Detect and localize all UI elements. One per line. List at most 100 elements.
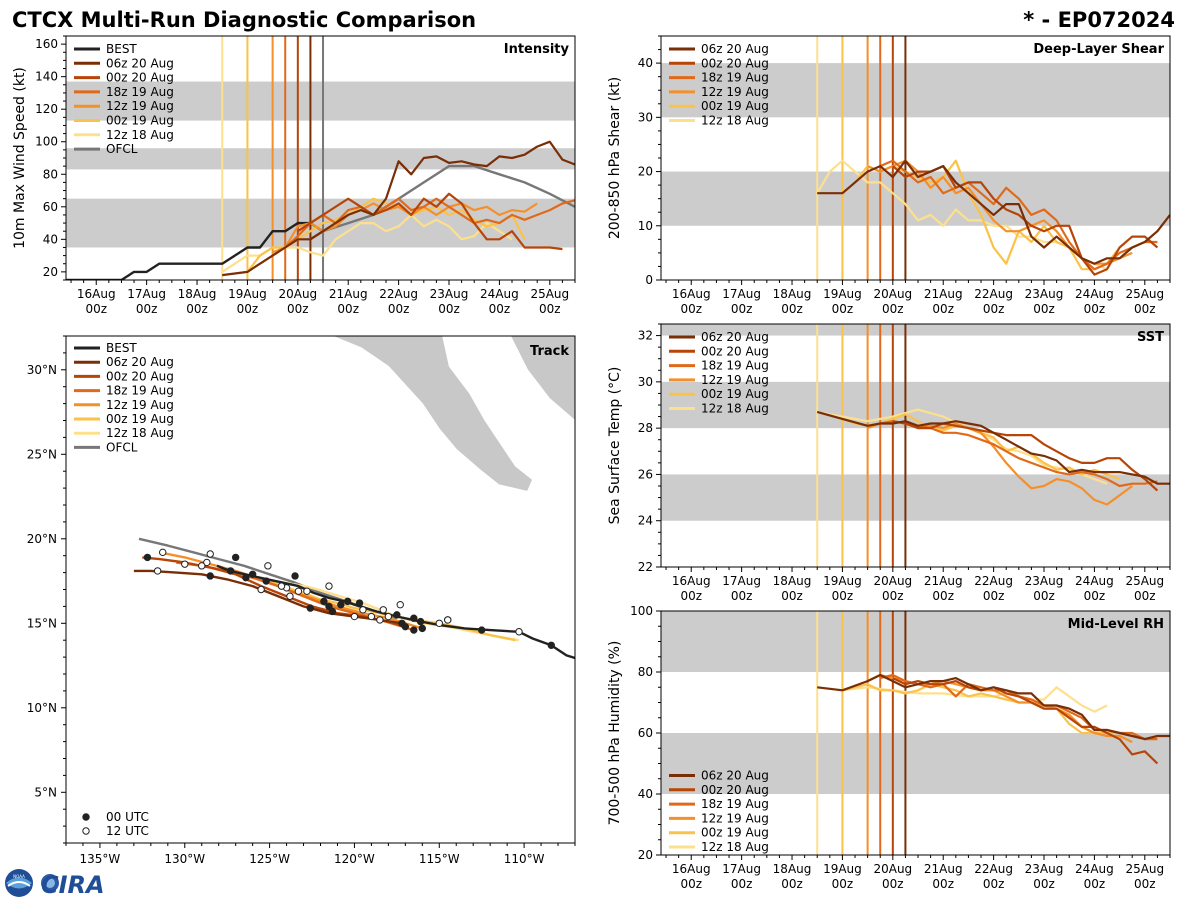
intensity-band-1 (66, 148, 575, 170)
intensity-y-tick-label: 20 (43, 265, 58, 279)
shear-x-tick-hour: 00z (731, 302, 753, 316)
rh-y-tick-label: 40 (638, 787, 653, 801)
intensity-x-tick-day: 24Aug (480, 287, 519, 301)
intensity-x-tick-hour: 00z (186, 302, 208, 316)
intensity-x-tick-hour: 00z (539, 302, 561, 316)
sst-legend-label: 12z 18 Aug (701, 402, 769, 416)
track-marker-00utc (328, 607, 337, 616)
track-legend-label: 00z 19 Aug (106, 412, 174, 426)
track-marker-12utc (359, 606, 367, 614)
intensity-panel: 16Aug00z17Aug00z18Aug00z19Aug00z20Aug00z… (12, 35, 576, 316)
intensity-x-tick-hour: 00z (85, 302, 107, 316)
intensity-plot-area (66, 36, 575, 280)
sst-band-0 (661, 474, 1170, 521)
intensity-y-tick-label: 80 (43, 167, 58, 181)
track-marker-12utc (367, 612, 376, 621)
sst-x-tick-day: 19Aug (823, 574, 862, 588)
rh-x-tick-day: 17Aug (722, 862, 761, 876)
rh-plot-area (661, 611, 1170, 855)
track-legend-label: 06z 20 Aug (106, 355, 174, 369)
shear-x-tick-hour: 00z (1033, 302, 1055, 316)
track-marker-12utc (159, 548, 167, 557)
track-marker-12utc (396, 601, 404, 609)
shear-x-tick-day: 17Aug (722, 287, 761, 301)
shear-x-tick-day: 16Aug (672, 287, 711, 301)
track-marker-12utc (303, 587, 311, 595)
intensity-legend-label: 12z 18 Aug (106, 128, 174, 142)
track-y-tick-label: 5°N (34, 785, 57, 799)
rh-x-tick-hour: 00z (983, 877, 1005, 891)
shear-y-tick-label: 40 (638, 56, 653, 70)
track-x-tick-label: 130°W (164, 852, 205, 866)
land-polygon-1 (509, 336, 575, 422)
cira-logo-text: CIRA (41, 871, 105, 899)
track-marker-legend-symbol (82, 813, 90, 821)
shear-x-tick-day: 18Aug (773, 287, 812, 301)
shear-legend-label: 12z 19 Aug (701, 85, 769, 99)
track-marker-00utc (418, 624, 426, 633)
sst-x-tick-hour: 00z (1084, 589, 1106, 603)
storm-id: * - EP072024 (1023, 8, 1175, 32)
rh-series-18z-19-aug (879, 673, 1158, 741)
track-marker-00utc (226, 567, 235, 575)
shear-y-tick-label: 20 (638, 165, 653, 179)
sst-x-tick-day: 21Aug (924, 574, 963, 588)
shear-x-tick-hour: 00z (680, 302, 702, 316)
track-marker-legend-label: 00 UTC (106, 810, 149, 824)
rh-legend-label: 12z 18 Aug (701, 840, 769, 854)
track-marker-12utc (376, 616, 384, 624)
track-marker-12utc (435, 619, 443, 627)
shear-y-tick-label: 10 (638, 219, 653, 233)
rh-y-tick-label: 80 (638, 665, 653, 679)
sst-x-tick-day: 24Aug (1075, 574, 1114, 588)
rh-legend-label: 18z 19 Aug (701, 797, 769, 811)
intensity-x-tick-day: 25Aug (530, 287, 569, 301)
rh-band-0 (661, 733, 1170, 794)
rh-x-tick-day: 19Aug (823, 862, 862, 876)
intensity-y-tick-label: 140 (35, 70, 58, 84)
rh-x-tick-hour: 00z (1084, 877, 1106, 891)
shear-y-tick-label: 30 (638, 110, 653, 124)
shear-plot-area (661, 36, 1170, 280)
noaa-logo-text: NOAA (13, 874, 25, 879)
cira-logo: CIRA (41, 871, 105, 899)
shear-legend-label: 06z 20 Aug (701, 42, 769, 56)
shear-x-tick-hour: 00z (832, 302, 854, 316)
track-marker-12utc (203, 558, 211, 567)
rh-x-tick-hour: 00z (1134, 877, 1156, 891)
sst-legend-label: 00z 20 Aug (701, 344, 769, 358)
sst-x-tick-hour: 00z (983, 589, 1005, 603)
track-panel-title: Track (530, 344, 569, 359)
track-y-tick-label: 25°N (27, 447, 57, 461)
sst-x-tick-day: 16Aug (672, 574, 711, 588)
sst-x-tick-day: 20Aug (873, 574, 912, 588)
track-legend-label: 12z 18 Aug (106, 426, 174, 440)
shear-x-tick-hour: 00z (1134, 302, 1156, 316)
intensity-legend-label: 06z 20 Aug (106, 56, 174, 70)
intensity-legend-label: 00z 20 Aug (106, 71, 174, 85)
track-marker-00utc (242, 573, 250, 582)
sst-frame (660, 323, 1171, 568)
intensity-x-tick-day: 18Aug (178, 287, 217, 301)
track-legend-label: 00z 20 Aug (106, 369, 174, 383)
track-marker-00utc (248, 570, 257, 578)
track-marker-12utc (384, 612, 393, 621)
intensity-series-best (66, 221, 324, 280)
intensity-panel-title: Intensity (504, 42, 570, 57)
rh-panel-title: Mid-Level RH (1068, 617, 1164, 632)
sst-y-axis-label: Sea Surface Temp (°C) (607, 367, 623, 525)
rh-y-tick-label: 20 (638, 848, 653, 862)
sst-x-tick-hour: 00z (1134, 589, 1156, 603)
sst-x-tick-day: 22Aug (974, 574, 1013, 588)
track-legend-label: BEST (106, 341, 137, 355)
track-marker-00utc (343, 597, 352, 606)
intensity-legend-label: 00z 19 Aug (106, 114, 174, 128)
intensity-x-tick-hour: 00z (489, 302, 511, 316)
intensity-y-tick-label: 100 (35, 135, 58, 149)
track-y-tick-label: 10°N (27, 701, 57, 715)
track-marker-00utc (416, 617, 425, 626)
sst-x-tick-hour: 00z (680, 589, 702, 603)
track-marker-00utc (477, 626, 486, 634)
